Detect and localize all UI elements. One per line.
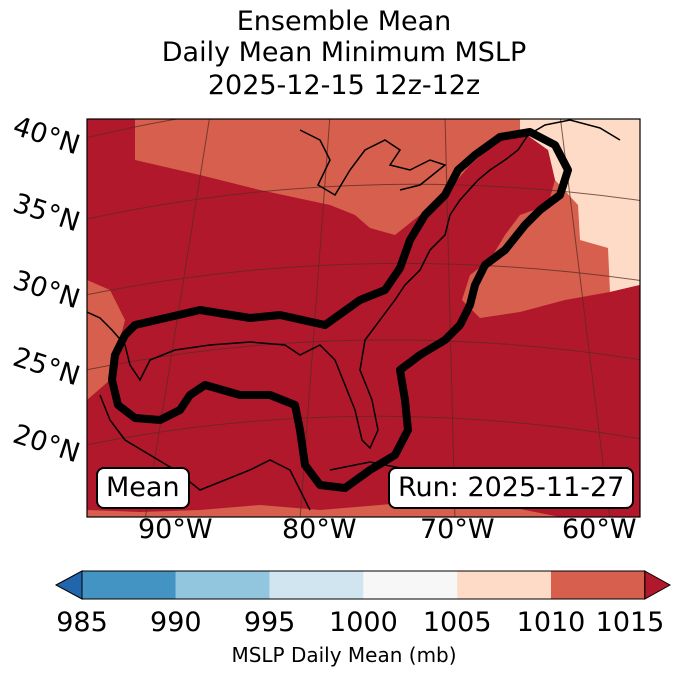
colorbar-seg-990-995 — [175, 571, 270, 599]
colorbar-tick-990: 990 — [150, 607, 202, 638]
title-line-2: Daily Mean Minimum MSLP — [161, 37, 527, 68]
colorbar-seg-1010-1015 — [551, 571, 645, 599]
lon-label-80: 80°W — [282, 514, 357, 545]
lon-label-90: 90°W — [138, 514, 213, 545]
contour-line — [108, 128, 572, 492]
title-line-3: 2025-12-15 12z-12z — [207, 70, 481, 101]
mean-label: Mean — [96, 467, 190, 509]
colorbar-tick-1000: 1000 — [329, 607, 398, 638]
colorbar-extend-high — [644, 570, 672, 600]
colorbar-extend-low — [54, 570, 83, 600]
colorbar-tick-995: 995 — [243, 607, 296, 638]
great-lakes — [299, 129, 447, 197]
yucatan-coast — [99, 394, 311, 511]
colorbar-tick-1005: 1005 — [422, 607, 492, 638]
colorbar-tick-1010: 1010 — [516, 607, 586, 638]
title-line-1: Ensemble Mean — [236, 6, 452, 37]
colorbar-seg-985-990 — [82, 571, 176, 599]
colorbar-seg-1005-1010 — [457, 571, 551, 599]
map-area — [87, 119, 640, 517]
coastline — [87, 119, 621, 450]
run-label: Run: 2025-11-27 — [388, 467, 635, 509]
colorbar-seg-1000-1005 — [363, 571, 458, 599]
colorbar-seg-995-1000 — [269, 571, 364, 599]
lon-label-70: 70°W — [420, 514, 495, 545]
colorbar — [54, 570, 672, 600]
field-1010-1015 — [87, 119, 640, 517]
field-1010-1015-west — [87, 130, 125, 262]
field-1005-1010-pale — [520, 119, 640, 292]
colorbar-label: MSLP Daily Mean (mb) — [231, 643, 457, 667]
lon-label-60: 60°W — [562, 514, 637, 545]
colorbar-tick-985: 985 — [56, 607, 108, 638]
colorbar-tick-1015: 1015 — [595, 607, 665, 638]
map-frame — [86, 118, 641, 518]
